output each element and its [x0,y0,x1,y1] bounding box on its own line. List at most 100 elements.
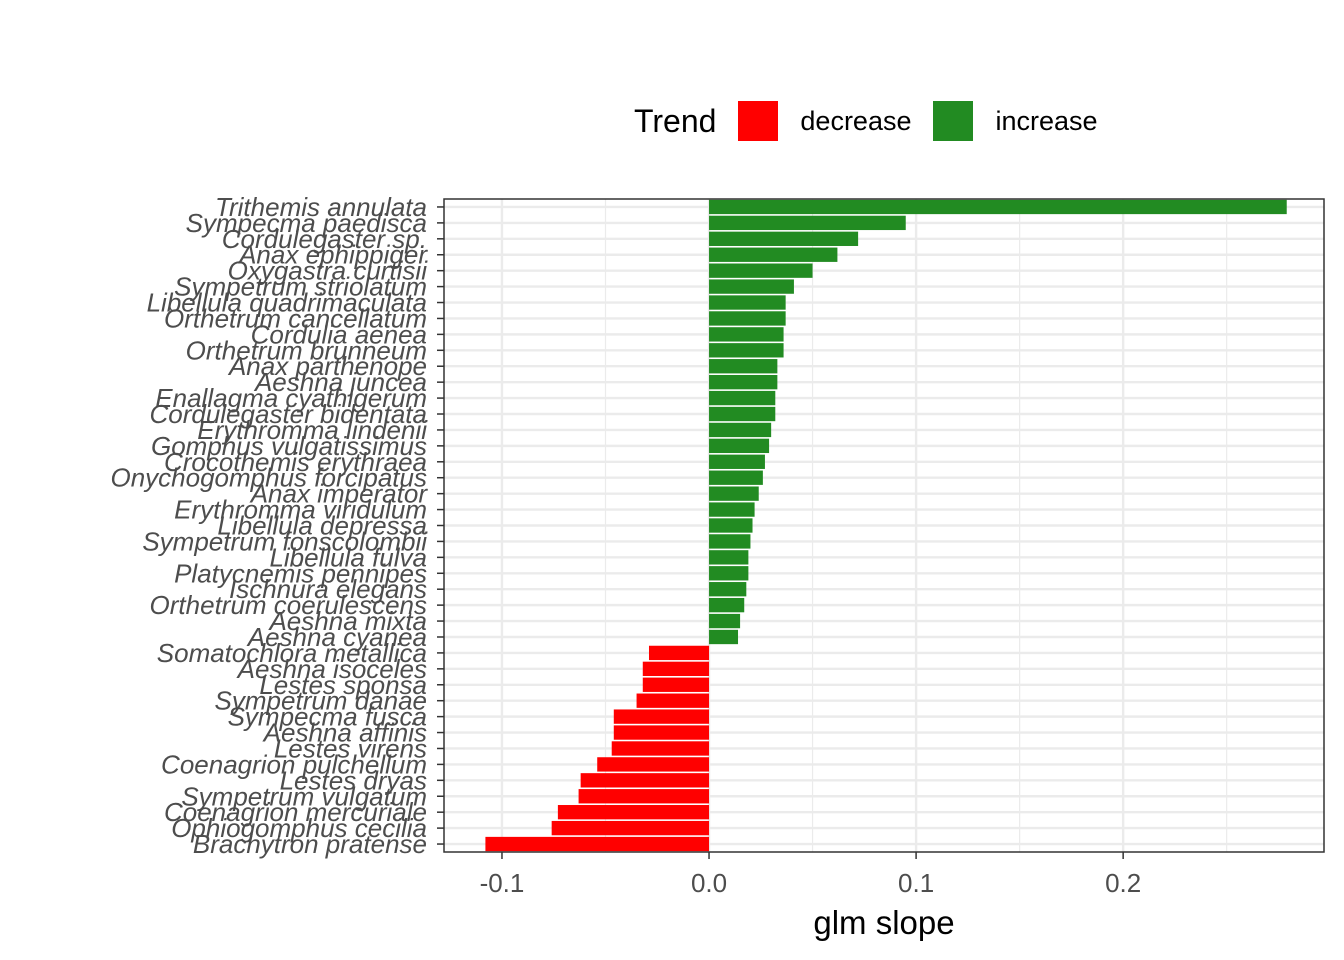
bar [709,199,1287,215]
bar [709,215,906,231]
bar [709,438,770,454]
y-tick-label: Orthetrum cancellatum [164,303,427,333]
bar [709,263,813,278]
bar [485,836,710,852]
bar [709,470,763,485]
y-tick-label: Orthetrum brunneum [186,335,427,365]
bar [709,406,776,422]
y-tick-label: Anax ephippiger [237,240,428,270]
y-tick-label: Aeshna affinis [262,718,427,748]
y-tick-label: Crocothemis erythraea [164,447,427,477]
bar [709,327,784,342]
bar [642,677,710,692]
legend-swatch-increase [933,101,974,141]
y-tick-label: Aeshna cyanea [246,622,427,652]
legend-swatch-decrease [738,101,779,141]
x-axis-title: glm slope [813,904,954,941]
bar [636,693,710,708]
y-tick-label: Anax imperator [249,479,429,509]
bar [709,550,749,565]
y-tick-label: Aeshna mixta [267,606,427,636]
y-tick-label: Sympetrum vulgatum [181,781,427,811]
bar [709,454,765,469]
y-tick-label: Lestes sponsa [259,670,427,700]
y-tick-label: Erythromma viridulum [174,495,427,525]
bar [709,502,755,517]
y-tick-label: Cordulegaster sp. [222,224,427,254]
y-tick-label: Onychogomphus forcipatus [110,463,427,493]
legend-item-decrease: decrease [738,101,911,141]
y-tick-label: Ophiogomphus cecilia [171,813,427,843]
bar [709,343,784,358]
bar [613,709,710,724]
bar [597,757,710,772]
bar [611,741,710,756]
bar [642,661,710,677]
bar [709,311,786,326]
x-tick-label: -0.1 [480,868,525,898]
y-tick-label: Cordulia aenea [251,319,427,349]
bar [709,518,753,533]
y-tick-label: Oxygastra curtisii [228,256,429,286]
bar [709,247,838,262]
y-axis-ticks [437,206,444,845]
bar [709,359,778,374]
y-tick-label: Sympetrum danae [215,686,427,716]
bar [557,805,710,820]
y-tick-label: Libellula depressa [217,511,427,541]
y-tick-label: Aeshna isoceles [236,654,427,684]
y-tick-label: Lestes virens [274,733,427,763]
y-tick-label: Somatochlora metallica [157,638,427,668]
x-axis-labels: -0.1 0.0 0.1 0.2 [480,868,1142,898]
y-tick-label: Sympecma fusca [228,702,427,732]
y-tick-label: Enallagma cyathigerum [155,383,427,413]
bar [709,629,739,645]
bar [709,374,778,390]
y-tick-label: Sympecma paedisca [186,208,427,238]
bar [578,789,710,804]
bar [709,534,751,549]
bars [485,199,1287,852]
legend-label-decrease: decrease [800,105,912,136]
x-tick-label: 0.0 [691,868,727,898]
bar [551,820,710,836]
x-tick-label: 0.2 [1105,868,1141,898]
bar [709,582,747,597]
bar [580,773,710,788]
bar [709,613,741,629]
y-tick-label: Brachytron pratense [193,829,427,859]
bar [709,231,859,246]
x-tick-label: 0.1 [898,868,934,898]
bar [709,295,786,310]
bar [709,566,749,581]
y-tick-label: Gomphus vulgatissimus [151,431,427,461]
y-tick-label: Trithemis annulata [215,192,427,222]
legend-title: Trend [634,102,717,139]
legend: Trend decrease increase [634,100,1120,142]
y-tick-label: Lestes dryas [280,765,427,795]
bar [709,422,772,438]
bar [709,390,776,406]
y-tick-label: Coenagrion mercuriale [164,797,427,827]
y-tick-label: Sympetrum fonscolombii [142,526,428,556]
y-tick-label: Libellula fulva [269,542,427,572]
x-axis-ticks [501,852,1124,859]
legend-item-increase: increase [933,101,1098,141]
y-tick-label: Sympetrum striolatum [174,272,427,302]
y-tick-label: Ischnura elegans [229,574,427,604]
y-tick-label: Orthetrum coerulescens [150,590,427,620]
y-tick-label: Coenagrion pulchellum [161,749,427,779]
legend-label-increase: increase [995,105,1098,136]
y-tick-label: Anax parthenope [227,351,427,381]
y-tick-label: Platycnemis pennipes [174,558,427,588]
y-tick-label: Cordulegaster bidentata [149,399,427,429]
bar [613,725,710,740]
y-tick-label: Erythromma lindenii [197,415,428,445]
bar [709,597,745,613]
y-tick-label: Libellula quadrimaculata [147,288,427,318]
bar [709,279,794,294]
bar [709,486,759,501]
bar [648,645,710,661]
